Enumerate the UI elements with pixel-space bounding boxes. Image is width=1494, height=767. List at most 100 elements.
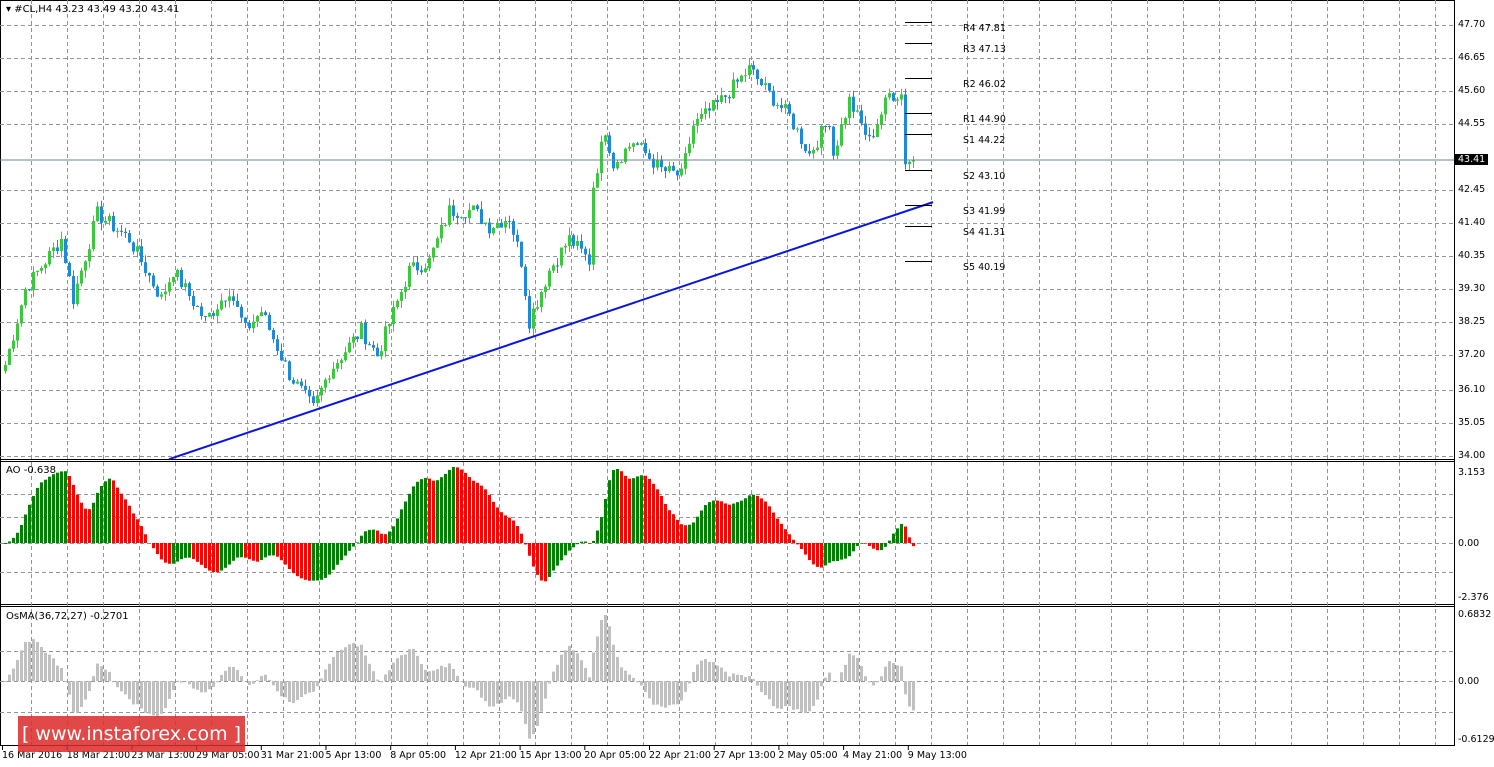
- ao-bar-up: [344, 543, 347, 556]
- osma-bar: [272, 681, 275, 686]
- ao-bar-up: [592, 540, 595, 543]
- bear-candle: [636, 143, 639, 145]
- bear-candle: [708, 108, 711, 111]
- ao-bar-up: [548, 543, 551, 577]
- bull-candle: [740, 75, 743, 82]
- ao-bar-down: [216, 543, 219, 573]
- osma-bar: [32, 639, 35, 681]
- osma-bar: [296, 681, 299, 700]
- bull-candle: [552, 265, 555, 271]
- bear-candle: [356, 336, 359, 339]
- osma-bar: [428, 671, 431, 681]
- bear-candle: [280, 350, 283, 361]
- osma-bar: [804, 681, 807, 713]
- bear-candle: [864, 123, 867, 135]
- bull-candle: [384, 326, 387, 352]
- bear-candle: [244, 317, 247, 324]
- ao-bar-up: [8, 541, 11, 543]
- osma-bar: [864, 676, 867, 681]
- ao-bar-down: [676, 519, 679, 543]
- osma-bar: [4, 681, 7, 682]
- price-axis-label: 41.40: [1458, 217, 1486, 229]
- bear-candle: [284, 360, 287, 362]
- osma-bar: [640, 681, 643, 686]
- ao-bar-up: [848, 543, 851, 557]
- osma-bar: [96, 663, 99, 681]
- ao-bar-up: [840, 543, 843, 560]
- osma-bar: [16, 659, 19, 681]
- bear-candle: [292, 379, 295, 384]
- time-axis-label: 15 Apr 13:00: [519, 750, 582, 761]
- ao-bar-up: [100, 485, 103, 543]
- osma-bar: [76, 681, 79, 713]
- bear-candle: [792, 113, 795, 130]
- bull-candle: [104, 220, 107, 223]
- osma-bar: [704, 659, 707, 681]
- ao-bar-up: [416, 481, 419, 543]
- osma-bar: [796, 681, 799, 710]
- ao-bar-down: [868, 543, 871, 546]
- ao-bar-down: [660, 495, 663, 543]
- ao-bar-down: [772, 512, 775, 543]
- ao-bar-down: [524, 543, 527, 545]
- ao-bar-down: [128, 505, 131, 543]
- osma-bar: [188, 681, 191, 685]
- osma-bar: [140, 681, 143, 709]
- ao-bar-up: [96, 492, 99, 543]
- ao-bar-up: [92, 502, 95, 543]
- osma-bar: [152, 681, 155, 716]
- ao-bar-down: [72, 484, 75, 543]
- ao-bar-down: [484, 489, 487, 543]
- osma-bar: [304, 681, 307, 695]
- ao-bar-up: [392, 526, 395, 543]
- bear-candle: [800, 128, 803, 145]
- ao-axis-label: -2.376: [1458, 592, 1489, 603]
- time-axis-label: 29 Mar 05:00: [196, 750, 260, 761]
- osma-bar: [300, 681, 303, 698]
- ao-bar-up: [352, 543, 355, 547]
- ao-bar-down: [88, 509, 91, 543]
- bear-candle: [852, 96, 855, 112]
- osma-bar: [568, 645, 571, 681]
- price-axis-label: 37.20: [1458, 349, 1486, 361]
- bear-candle: [780, 105, 783, 108]
- osma-bar: [648, 681, 651, 699]
- time-axis-label: 4 May 21:00: [843, 750, 903, 761]
- ao-bar-down: [904, 526, 907, 543]
- bear-candle: [200, 306, 203, 316]
- osma-title: OsMA(36,72,27) -0.2701: [6, 611, 129, 622]
- bear-candle: [192, 296, 195, 307]
- bear-candle: [420, 270, 423, 273]
- bear-candle: [268, 314, 271, 331]
- price-axis-label: 39.30: [1458, 283, 1486, 295]
- ao-bar-down: [820, 543, 823, 568]
- osma-bar: [664, 681, 667, 708]
- osma-bar: [136, 681, 139, 705]
- osma-bar: [276, 681, 279, 692]
- bull-candle: [336, 363, 339, 369]
- bull-candle: [856, 110, 859, 112]
- osma-bar: [496, 681, 499, 704]
- ao-bar-down: [140, 526, 143, 543]
- bear-candle: [64, 238, 67, 264]
- bull-candle: [396, 300, 399, 308]
- bear-candle: [676, 170, 679, 176]
- bear-candle: [300, 381, 303, 386]
- osma-bar: [28, 641, 31, 681]
- chart-title: ▾ #CL,H4 43.23 43.49 43.20 43.41: [6, 4, 180, 15]
- bear-candle: [652, 158, 655, 168]
- ao-bar-down: [792, 539, 795, 543]
- osma-bar: [860, 666, 863, 681]
- osma-bar: [548, 681, 551, 684]
- osma-bar: [116, 681, 119, 688]
- bear-candle: [304, 385, 307, 390]
- osma-bar: [628, 674, 631, 681]
- bull-candle: [504, 221, 507, 228]
- bull-candle: [8, 348, 11, 365]
- bull-candle: [352, 336, 355, 343]
- bull-candle: [164, 291, 167, 295]
- ao-bar-down: [796, 543, 799, 545]
- bear-candle: [524, 266, 527, 297]
- bull-candle: [40, 268, 43, 271]
